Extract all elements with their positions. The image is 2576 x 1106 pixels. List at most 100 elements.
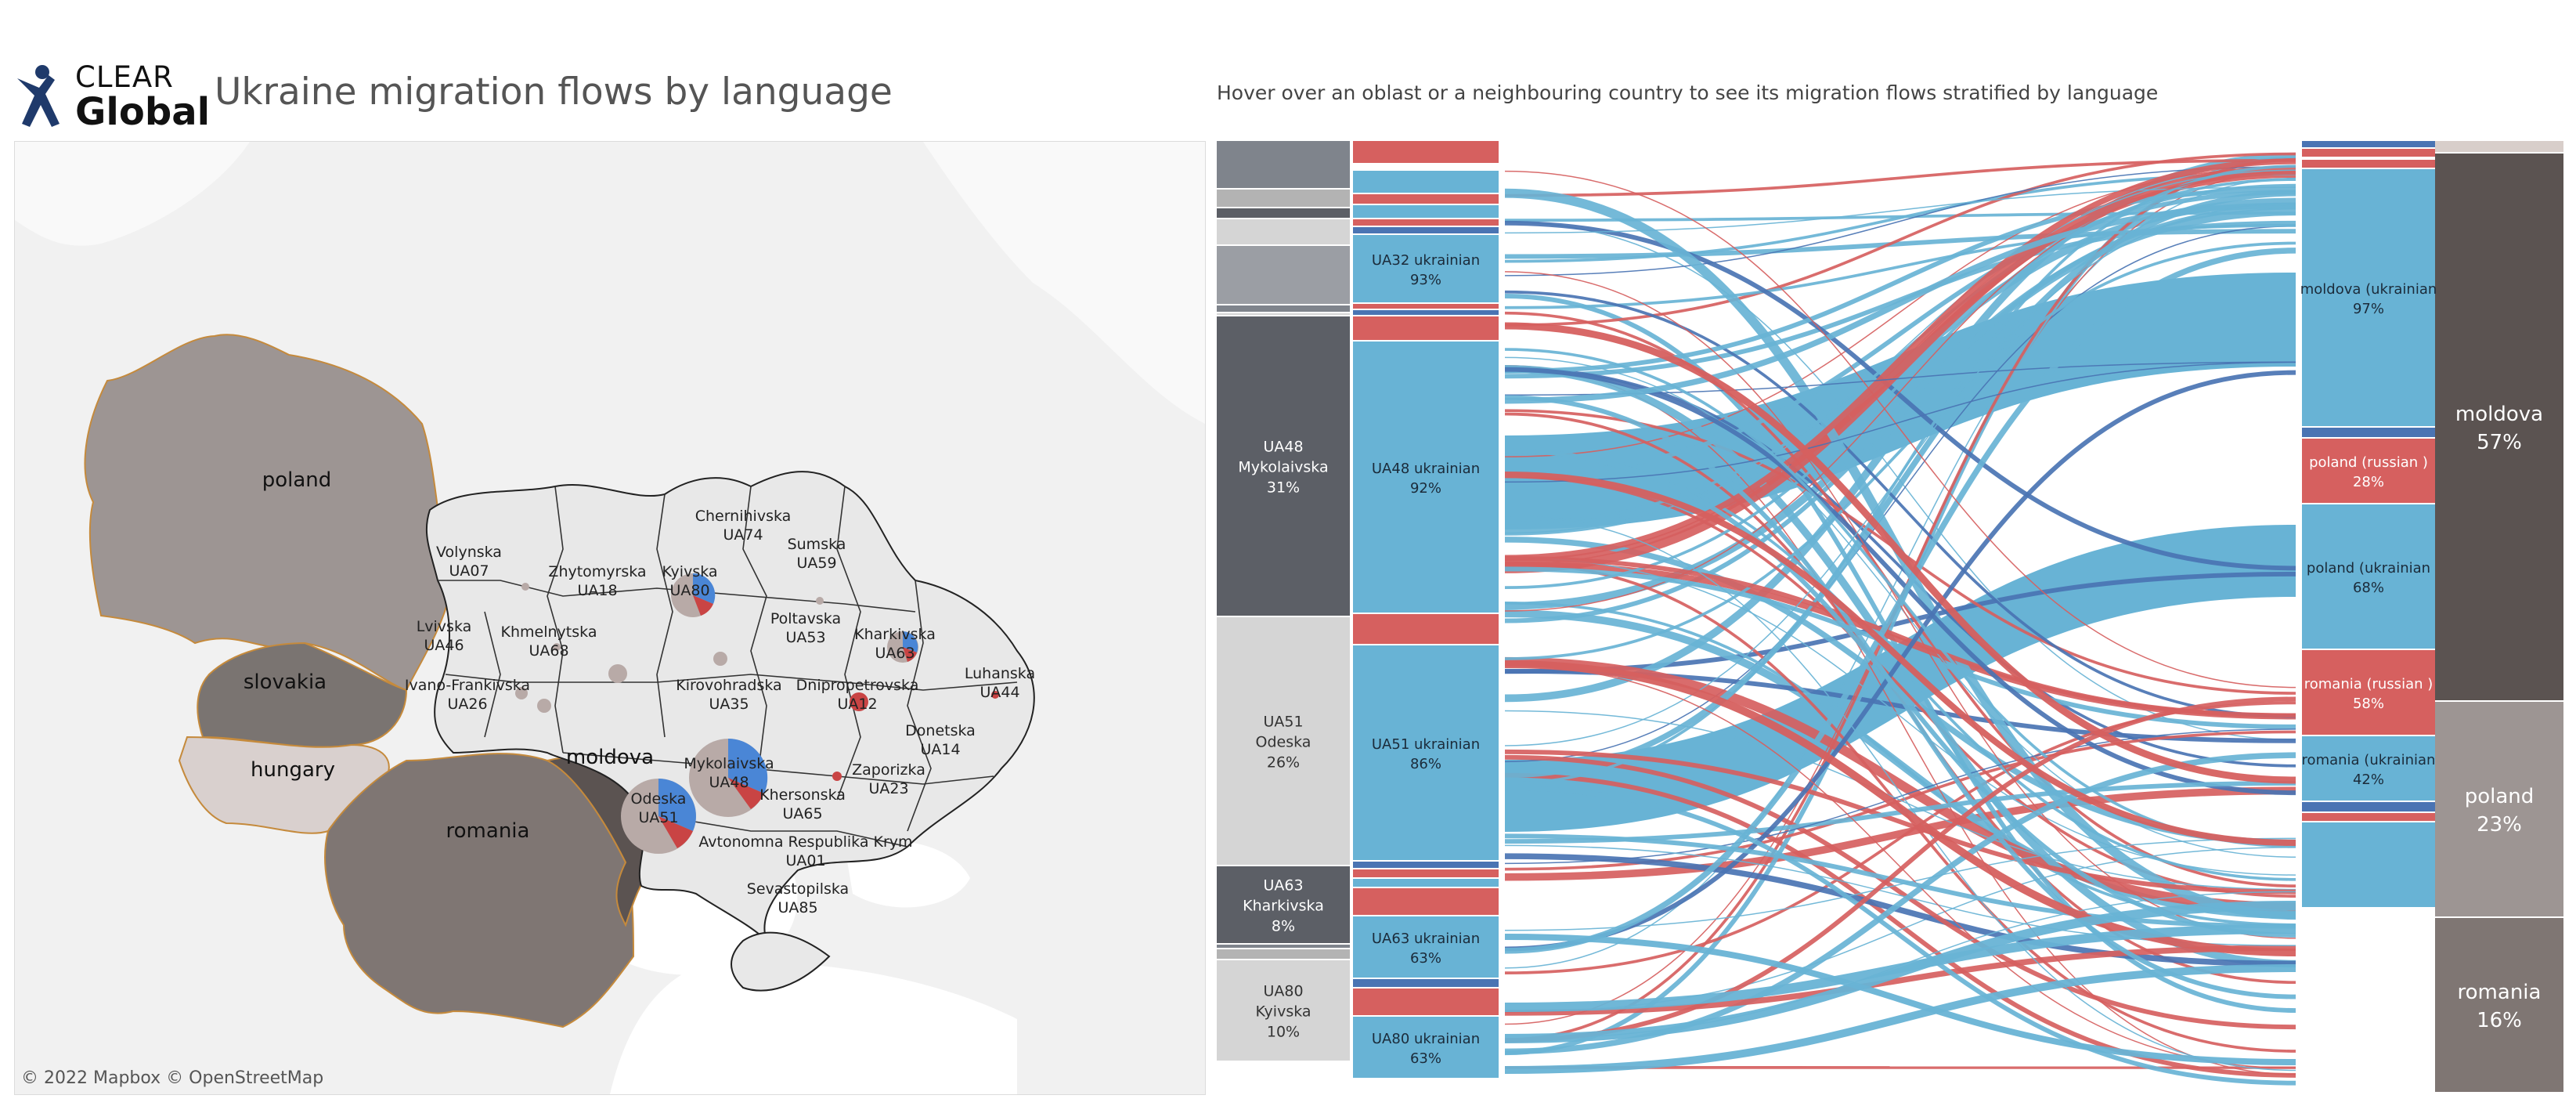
flow-line[interactable] [1504, 472, 2296, 846]
source-language-block[interactable] [1353, 614, 1499, 644]
destination-language-block[interactable] [2302, 822, 2435, 907]
oblast-crimea-shape[interactable] [731, 931, 831, 992]
source-language-block[interactable] [1353, 164, 1499, 169]
flow-line[interactable] [1504, 696, 2296, 1043]
source-language-block[interactable] [1353, 1017, 1499, 1078]
source-block[interactable] [1217, 617, 1350, 865]
source-block[interactable] [1217, 949, 1350, 959]
flow-line[interactable] [1504, 555, 2296, 718]
flow-line[interactable] [1504, 202, 2296, 746]
bubble-khmelnytska[interactable] [608, 664, 627, 683]
bubble-kirovohradska[interactable] [713, 652, 727, 666]
flow-line[interactable] [1504, 158, 2296, 197]
source-language-block[interactable] [1353, 219, 1499, 226]
flow-line[interactable] [1504, 190, 2296, 478]
bubble-poltavska[interactable] [816, 597, 824, 605]
source-language-block[interactable] [1353, 141, 1499, 163]
flow-line[interactable] [1504, 183, 2296, 525]
destination-language-block[interactable] [2302, 439, 2435, 503]
destination-language-block[interactable] [2302, 149, 2435, 157]
destination-language-block[interactable] [2302, 504, 2435, 649]
flow-band[interactable] [1505, 273, 2296, 530]
destination-language-block[interactable] [2302, 428, 2435, 437]
flow-line[interactable] [1504, 395, 2296, 999]
flow-line[interactable] [1504, 361, 2296, 483]
flow-line[interactable] [1504, 786, 2296, 881]
flow-line[interactable] [1504, 710, 2296, 891]
source-language-block[interactable] [1353, 316, 1499, 340]
flow-line[interactable] [1504, 901, 2296, 1043]
flow-line[interactable] [1504, 165, 2296, 573]
flow-line[interactable] [1504, 204, 2296, 623]
flow-line[interactable] [1504, 348, 2296, 848]
bubble-dnipropetrovska[interactable] [850, 692, 868, 711]
source-language-block[interactable] [1353, 205, 1499, 218]
source-block[interactable] [1217, 945, 1350, 948]
source-language-block[interactable] [1353, 235, 1499, 302]
flow-line[interactable] [1504, 934, 2296, 1065]
country-romania[interactable] [324, 753, 635, 1028]
source-language-block[interactable] [1353, 310, 1499, 315]
source-block[interactable] [1217, 960, 1350, 1061]
flow-line[interactable] [1504, 170, 2296, 689]
source-language-block[interactable] [1353, 989, 1499, 1015]
source-language-block[interactable] [1353, 304, 1499, 309]
source-language-block[interactable] [1353, 227, 1499, 233]
source-language-block[interactable] [1353, 171, 1499, 193]
destination-language-block[interactable] [2302, 802, 2435, 811]
flow-line[interactable] [1504, 241, 2296, 660]
source-language-block[interactable] [1353, 888, 1499, 915]
flow-line[interactable] [1504, 853, 2296, 967]
source-block-minor[interactable] [1217, 305, 1350, 312]
destination-block-minor[interactable] [2435, 141, 2563, 152]
flow-line[interactable] [1504, 844, 2296, 946]
source-language-block[interactable] [1353, 979, 1499, 987]
source-language-block[interactable] [1353, 862, 1499, 868]
bubble-zaporizka[interactable] [832, 772, 842, 781]
source-language-block[interactable] [1353, 916, 1499, 978]
flow-line[interactable] [1504, 169, 2296, 534]
source-language-block[interactable] [1353, 645, 1499, 860]
flow-line[interactable] [1504, 225, 2296, 763]
flow-line[interactable] [1504, 166, 2296, 276]
sankey-chart[interactable]: UA48 Mykolaivska 31% UA51 Odeska 26% UA63 Khark… [1217, 138, 2563, 1097]
destination-language-block[interactable] [2302, 141, 2435, 147]
flow-line[interactable] [1504, 366, 2296, 768]
destination-language-block[interactable] [2302, 736, 2435, 801]
flow-line[interactable] [1504, 220, 2296, 571]
destination-block-1[interactable] [2435, 702, 2563, 916]
source-block-minor[interactable] [1217, 313, 1350, 315]
source-block[interactable] [1217, 866, 1350, 943]
flow-line[interactable] [1504, 656, 2296, 912]
flow-line[interactable] [1504, 290, 2296, 718]
bubble-luhanska[interactable] [991, 691, 999, 699]
destination-language-block[interactable] [2302, 813, 2435, 821]
map-canvas[interactable]: poland slovakia hungary romania moldova Volyn… [15, 142, 1205, 1094]
flow-line[interactable] [1504, 786, 2296, 1086]
destination-block-0[interactable] [2435, 154, 2563, 700]
flow-line[interactable] [1504, 152, 2296, 327]
flow-line[interactable] [1504, 186, 2296, 374]
bubble-khmelnytska-small[interactable] [553, 643, 561, 651]
flow-line[interactable] [1504, 448, 2296, 938]
flow-line[interactable] [1504, 367, 2296, 796]
flow-line[interactable] [1504, 833, 2296, 929]
flow-line[interactable] [1504, 754, 2296, 1030]
flow-line[interactable] [1504, 172, 2296, 263]
flow-line[interactable] [1504, 837, 2296, 931]
source-language-block[interactable] [1353, 879, 1499, 887]
flow-band[interactable] [1505, 525, 2296, 832]
source-block[interactable] [1217, 316, 1350, 616]
bubble-zhytomyrska[interactable] [521, 583, 529, 591]
bubble-ivano-frankivska[interactable] [537, 699, 551, 713]
migration-map[interactable]: poland slovakia hungary romania moldova Volyn… [14, 141, 1206, 1095]
sankey-canvas[interactable]: UA48 Mykolaivska 31% UA51 Odeska 26% UA63 Khark… [1217, 138, 2563, 1097]
flow-line[interactable] [1504, 322, 2296, 784]
source-language-block[interactable] [1353, 869, 1499, 877]
source-block-minor[interactable] [1217, 190, 1350, 207]
flow-line[interactable] [1504, 945, 2296, 1016]
country-poland[interactable] [84, 334, 455, 692]
flow-line[interactable] [1504, 158, 2296, 561]
source-block-minor[interactable] [1217, 141, 1350, 188]
source-block-minor[interactable] [1217, 246, 1350, 304]
